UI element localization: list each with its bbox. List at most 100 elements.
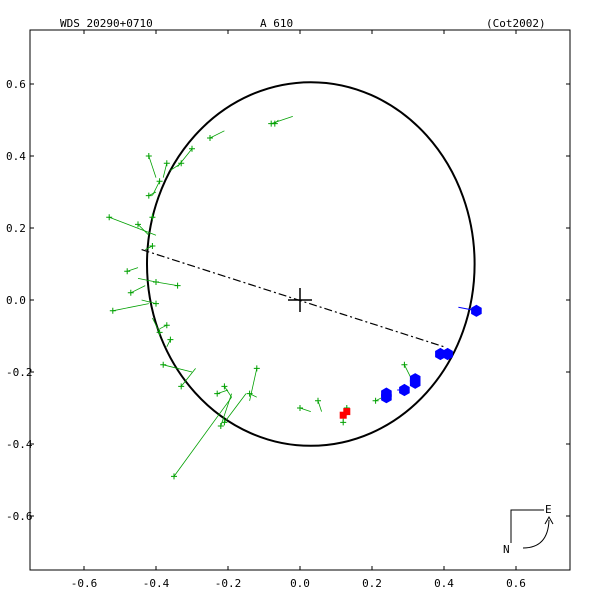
visual-point [207,135,213,141]
speckle-point [471,304,482,317]
visual-residual [148,191,157,196]
rotation-arrow-icon [522,519,550,549]
visual-residual [224,393,247,423]
x-tick-label: 0.6 [506,577,526,590]
visual-residual [217,389,229,394]
y-tick-label: 0.2 [6,222,26,235]
visual-point [109,307,116,314]
y-tick-label: -0.2 [6,366,33,379]
special-point [343,408,351,416]
visual-point [246,390,253,397]
visual-residual [130,285,146,294]
header-center: A 610 [260,17,293,30]
y-tick-label: 0.4 [6,150,26,163]
visual-point [135,221,141,228]
visual-point [297,405,303,411]
visual-residual [159,324,167,330]
visual-point [153,300,159,307]
visual-residual [249,393,257,398]
visual-point [221,383,228,390]
visual-point [145,153,152,159]
visual-residual [274,119,279,124]
x-tick-label: 0.0 [290,577,310,590]
header-right: (Cot2002) [486,17,546,30]
visual-point [401,361,408,368]
observations-group [106,116,482,480]
visual-residual [249,368,258,401]
orbit-ellipse-group [145,81,476,447]
y-tick-label: 0.6 [6,78,26,91]
visual-point [340,419,347,426]
visual-residual [317,400,322,412]
visual-point [271,120,278,127]
visual-point [156,178,163,185]
visual-point [163,160,170,167]
compass-east-label: E [545,503,552,516]
visual-residual [127,267,139,272]
visual-point [163,322,170,329]
compass-axes [510,509,544,543]
visual-point [124,268,131,275]
visual-residual [224,386,232,398]
visual-residual [112,303,149,312]
visual-point [178,160,185,167]
speckle-point [435,347,446,361]
compass: E N [503,503,554,556]
visual-point [149,243,156,249]
visual-point [106,214,113,221]
visual-point [221,419,228,426]
visual-residual [162,163,168,178]
visual-point [160,361,167,368]
visual-residual [209,130,225,139]
visual-point [214,390,221,397]
line-of-nodes [141,249,445,348]
special-point [339,411,347,419]
visual-point [167,336,174,343]
visual-residual [145,245,153,250]
y-tick-label: 0.0 [6,294,26,307]
compass-north-label: N [503,543,510,556]
visual-residual [173,396,232,477]
x-tick-label: 0.2 [362,577,382,590]
visual-point [149,214,156,221]
visual-residual [155,281,178,286]
visual-point [315,397,321,404]
visual-residual [109,216,157,236]
visual-point [156,329,163,336]
visual-residual [141,299,157,304]
orbit-ellipse [145,81,476,447]
visual-residual [180,368,196,387]
arrowhead-icon [544,515,554,525]
axis-tick-labels: -0.6 -0.4 -0.2 0.0 0.2 0.4 0.6 0.6 0.4 0.2 0.0 -0.2… [6,78,526,590]
visual-point [372,397,379,404]
visual-residual [137,224,150,236]
y-tick-label: -0.6 [6,510,33,523]
visual-point [127,289,134,296]
visual-residual [299,407,311,412]
line-of-nodes-group [141,249,445,348]
visual-residual [152,181,160,196]
x-tick-label: -0.2 [215,577,242,590]
speckle-point [381,387,392,400]
visual-point [174,282,181,289]
visual-point [145,192,152,199]
x-tick-label: -0.4 [143,577,170,590]
speckle-point [409,373,421,386]
x-tick-label: 0.4 [434,577,454,590]
y-tick-label: -0.4 [6,438,33,451]
visual-point [217,423,224,429]
primary-star-marker [288,288,312,312]
visual-residual [220,393,232,427]
visual-residual [137,278,157,283]
visual-point [171,473,177,480]
header-left: WDS 20290+0710 [60,17,153,30]
visual-residual [152,317,160,333]
visual-point [189,145,195,152]
visual-point [253,365,260,372]
visual-residual [170,162,182,171]
axis-ticks [30,30,570,570]
speckle-point [399,383,410,397]
visual-residual [148,155,157,178]
visual-residual [163,364,193,373]
